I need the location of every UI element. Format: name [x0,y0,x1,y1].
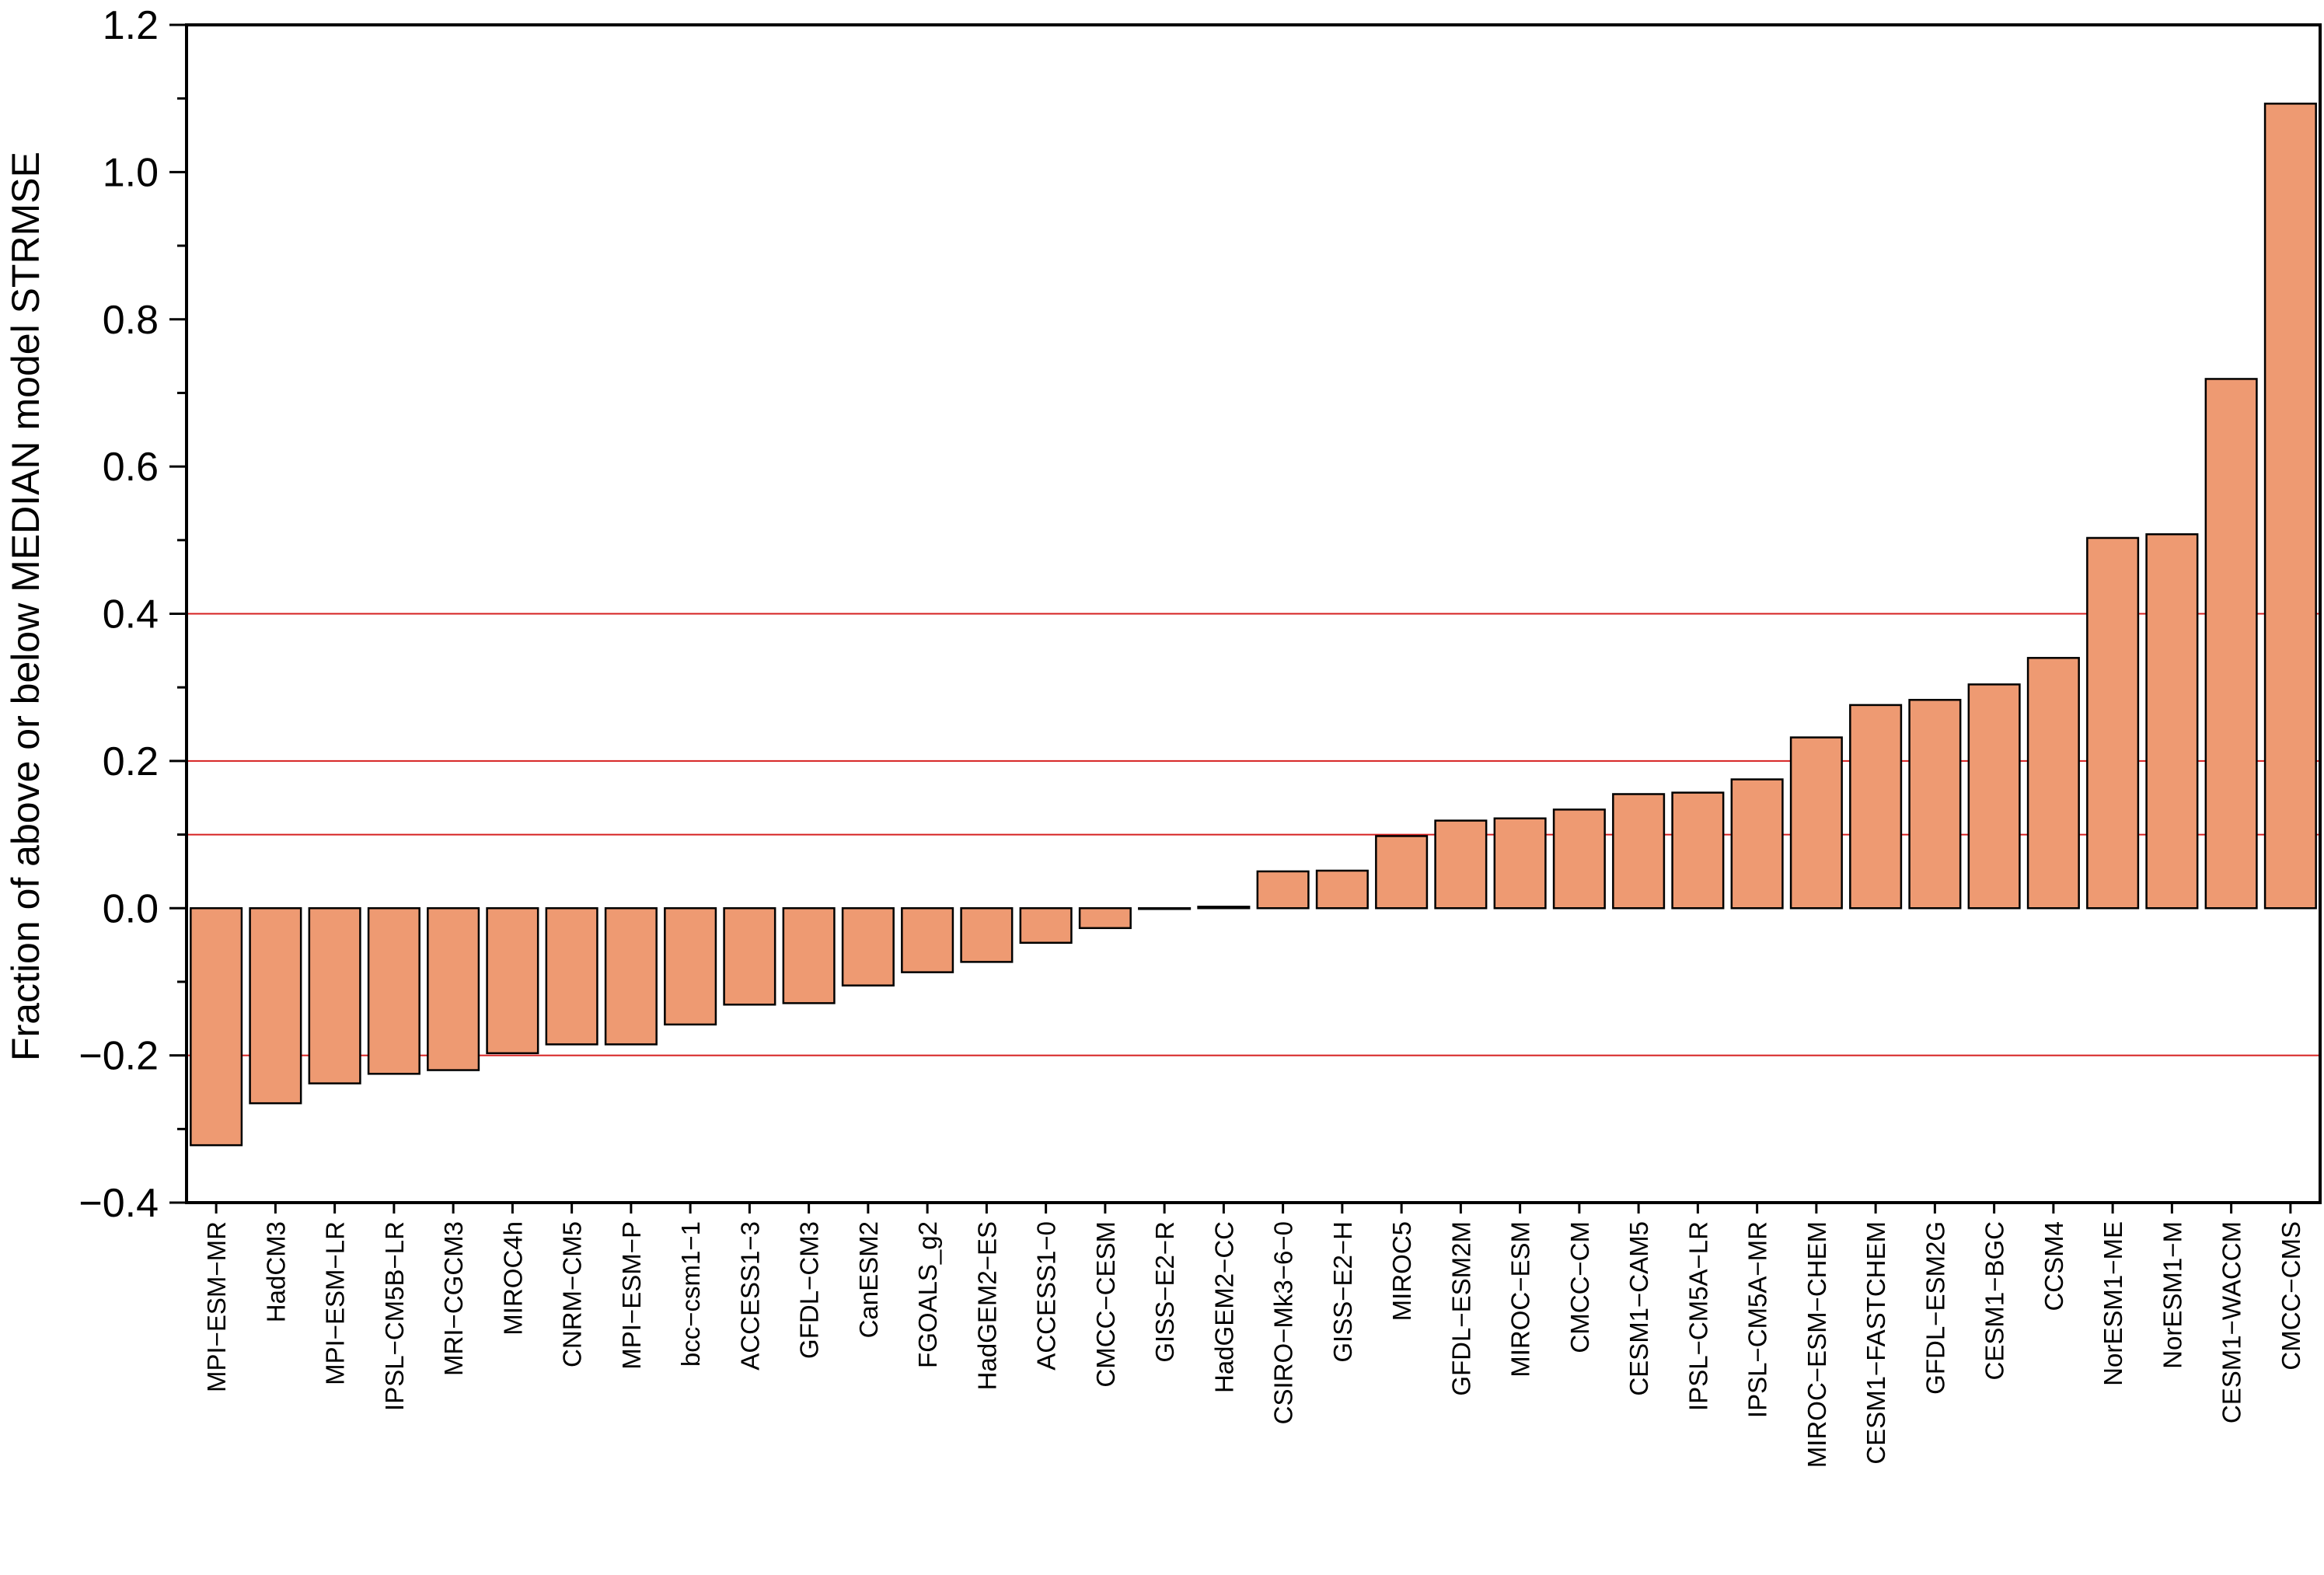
x-tick-label: CESM1−BGC [1980,1221,2009,1380]
bar-34 [2204,378,2258,910]
bar-15 [1078,907,1132,930]
bar-18 [1256,870,1310,910]
x-tick-label: CSIRO−Mk3−6−0 [1269,1221,1298,1424]
x-tick-label: MPI−ESM−LR [321,1221,350,1385]
bar-12 [901,907,954,973]
bars-group [190,103,2317,1147]
bar-32 [2086,536,2140,910]
x-tick-label: CMCC−CMS [2277,1221,2305,1371]
x-tick-label: MIROC−ESM−CHEM [1802,1221,1831,1468]
x-tick-label: CMCC−CESM [1091,1221,1120,1388]
bar-1 [249,907,302,1105]
x-tick-label: HadGEM2−CC [1209,1221,1238,1393]
bar-33 [2145,533,2199,910]
x-tick-label: NorESM1−ME [2099,1221,2127,1386]
bar-20 [1375,835,1429,910]
x-tick-label: GISS−E2−R [1150,1221,1179,1363]
y-tick-label: 0.4 [103,592,159,637]
x-tick-label: HadCM3 [261,1221,290,1322]
y-tick-label: 0.8 [103,298,159,343]
x-tick-label: CanESM2 [854,1221,883,1338]
bar-5 [486,907,539,1055]
bar-28 [1849,704,1903,910]
bar-25 [1671,791,1725,910]
bar-8 [664,907,717,1026]
y-tick-label: 0.6 [103,445,159,490]
reference-lines [187,613,2320,1056]
x-tick-label: MPI−ESM−MR [202,1221,231,1392]
bar-26 [1730,778,1784,910]
bar-22 [1493,817,1547,910]
x-tick-label: IPSL−CM5B−LR [380,1221,409,1411]
x-tick-label: GISS−E2−H [1328,1221,1357,1363]
bar-0 [190,907,243,1147]
bar-9 [723,907,776,1006]
bar-21 [1434,819,1488,910]
x-tick-label: CNRM−CM5 [558,1221,587,1367]
bar-11 [841,907,895,987]
x-tick-label: MIROC−ESM [1506,1221,1535,1378]
x-tick-label: ACCESS1−3 [735,1221,764,1371]
x-tick-label: CESM1−WACCM [2218,1221,2246,1423]
x-tick-label: CESM1−CAM5 [1624,1221,1653,1396]
bar-10 [782,907,836,1004]
plot-frame [185,23,2322,1204]
bar-27 [1789,736,1843,910]
bar-24 [1612,793,1666,910]
bar-31 [2026,657,2080,910]
bar-17 [1197,906,1251,910]
x-tick-label: GFDL−CM3 [795,1221,824,1359]
x-tick-label: bcc−csm1−1 [676,1221,705,1367]
bar-35 [2263,103,2317,910]
bar-16 [1138,907,1192,910]
x-tick-label: CMCC−CM [1565,1221,1594,1353]
y-tick-label: 0.0 [103,886,159,931]
x-tick-label: IPSL−CM5A−LR [1684,1221,1712,1411]
bar-30 [1967,683,2021,910]
bar-13 [960,907,1014,963]
bar-6 [545,907,598,1046]
x-tick-label: MRI−CGCM3 [439,1221,468,1376]
x-tick-label: NorESM1−M [2158,1221,2186,1369]
y-axis-title: Fraction of above or below MEDIAN model … [4,152,47,1061]
y-tick-label: 1.0 [103,150,159,195]
y-tick-label: −0.4 [79,1181,159,1226]
bar-29 [1908,699,1962,910]
x-tick-label: FGOALS_g2 [913,1221,942,1368]
x-tick-label: CESM1−FASTCHEM [1862,1221,1890,1465]
x-tick-label: GFDL−ESM2G [1921,1221,1949,1395]
bar-4 [427,907,480,1071]
y-tick-label: 1.2 [103,3,159,48]
bar-7 [604,907,658,1046]
y-tick-label: 0.2 [103,739,159,784]
bar-19 [1315,869,1369,910]
x-tick-label: IPSL−CM5A−MR [1743,1221,1772,1418]
bar-14 [1019,907,1073,945]
bar-2 [308,907,361,1084]
x-tick-label: HadGEM2−ES [972,1221,1001,1390]
y-tick-label: −0.2 [79,1034,159,1079]
x-tick-label: CCSM4 [2040,1221,2068,1311]
x-tick-label: ACCESS1−0 [1032,1221,1061,1371]
x-axis-category-labels: MPI−ESM−MR HadCM3 MPI−ESM−LR IPSL−CM5B−LR MR… [202,1203,2305,1468]
bar-23 [1552,808,1606,910]
bar-3 [367,907,420,1075]
x-tick-label: MIROC5 [1387,1221,1416,1321]
x-tick-label: MIROC4h [498,1221,527,1336]
x-tick-label: GFDL−ESM2M [1446,1221,1475,1396]
x-tick-label: MPI−ESM−P [617,1221,646,1370]
y-axis-ticks: −0.4 −0.2 0.0 0.2 0.4 0.6 0.8 1.0 1.2 [79,3,187,1226]
